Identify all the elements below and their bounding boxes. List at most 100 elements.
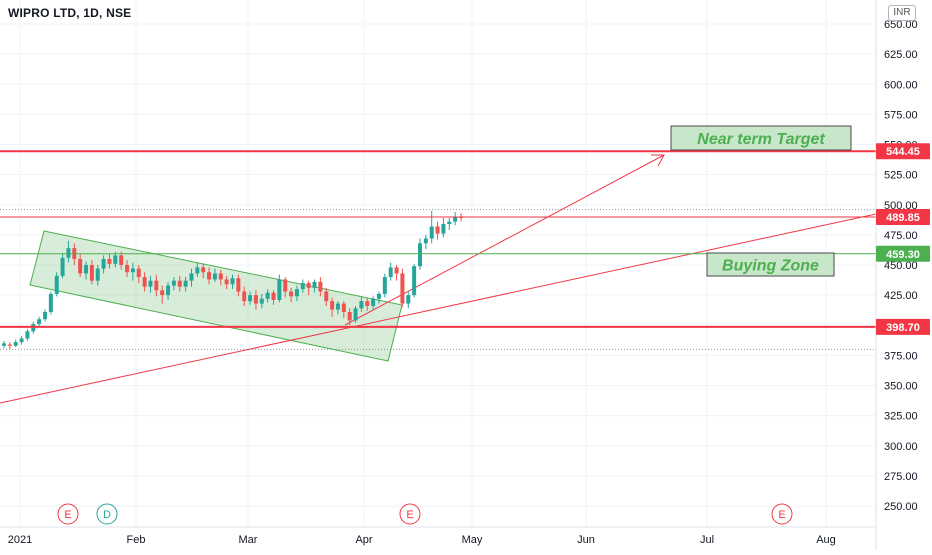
candle-body [89, 265, 94, 281]
candle-body [335, 303, 340, 310]
y-tick-label: 500.00 [884, 200, 918, 212]
candle-body [289, 291, 294, 297]
candle-body [353, 308, 358, 321]
candle-body [142, 277, 147, 287]
candle-body [400, 273, 405, 304]
event-marker [57, 503, 79, 525]
y-tick-label: 300.00 [884, 441, 918, 453]
candle-body [154, 280, 159, 291]
candle-body [212, 273, 217, 280]
x-tick-label: Jul [700, 534, 714, 546]
candle-body [113, 255, 118, 264]
buying-zone-label: Buying Zone [722, 258, 819, 275]
last-price-price-label: 489.85 [886, 212, 920, 224]
event-marker [96, 503, 118, 525]
candle-body [60, 257, 65, 276]
y-tick-label: 625.00 [884, 49, 918, 61]
candle-body [78, 258, 83, 274]
x-tick-label: Feb [127, 534, 146, 546]
candle-body [359, 301, 364, 309]
near-term-target-label: Near term Target [697, 131, 825, 148]
candle-body [312, 281, 317, 288]
candle-body [107, 258, 112, 264]
candle-body [230, 278, 235, 285]
y-tick-label: 350.00 [884, 381, 918, 393]
candle-body [148, 280, 153, 287]
candle-body [417, 243, 422, 267]
y-tick-label: 575.00 [884, 109, 918, 121]
candle-body [388, 267, 393, 278]
candle-body [189, 273, 194, 281]
candle-body [7, 344, 12, 346]
candle-body [160, 290, 165, 296]
candle-body [259, 298, 264, 304]
candle-body [447, 221, 452, 225]
candle-body [183, 280, 188, 287]
event-marker-label: E [778, 509, 785, 521]
candle-body [171, 280, 176, 286]
event-marker-label: D [103, 509, 111, 521]
candle-body [394, 267, 399, 274]
candle-body [43, 311, 48, 320]
candle-body [429, 226, 434, 239]
trend-line [0, 213, 877, 404]
candle-body [371, 298, 376, 306]
y-tick-label: 450.00 [884, 260, 918, 272]
near-term-target-price-label: 544.45 [886, 146, 920, 158]
channel-shape [29, 230, 403, 362]
candle-body [130, 268, 135, 273]
candle-body [177, 280, 182, 287]
candle-body [101, 258, 106, 269]
target-arrow-head [651, 154, 665, 167]
event-marker-label: E [406, 509, 413, 521]
candle-body [125, 265, 130, 273]
candle-body [37, 319, 42, 325]
candle-body [406, 295, 411, 304]
near-term-target-price-box [876, 143, 930, 160]
candle-body [253, 295, 258, 304]
annotations: Near term Target Buying Zone [670, 125, 852, 277]
candle-body [242, 291, 247, 302]
candle-body [423, 238, 428, 244]
candle-body [376, 293, 381, 299]
dotted-levels [0, 209, 876, 350]
price-axis-bg [876, 0, 932, 550]
time-axis[interactable]: 2021 Feb Mar Apr May Jun Jul Aug [0, 526, 876, 546]
y-tick-label: 475.00 [884, 230, 918, 242]
y-tick-label: 600.00 [884, 79, 918, 91]
y-tick-label: 425.00 [884, 290, 918, 302]
candle-body [441, 224, 446, 234]
support-price-box [876, 318, 930, 335]
candle-body [166, 285, 171, 296]
candle-body [347, 311, 352, 321]
candle-body [218, 273, 223, 280]
candle-body [136, 268, 141, 278]
last-price-price-box [876, 208, 930, 225]
candle-body [324, 291, 329, 302]
candles [2, 210, 463, 350]
price-axis[interactable]: 250.00275.00300.00325.00350.00375.00400.… [875, 0, 932, 550]
candle-body [224, 279, 229, 285]
candle-body [365, 301, 370, 306]
candle-body [294, 289, 299, 297]
buying-zone-price-box [876, 245, 930, 262]
drawings [0, 154, 877, 404]
chart-title: WIPRO LTD, 1D, NSE [8, 6, 132, 20]
candle-body [318, 281, 323, 292]
buying-zone-price-label: 459.30 [886, 249, 920, 261]
candle-body [201, 267, 206, 273]
currency-badge[interactable]: INR [888, 5, 916, 21]
candle-body [453, 216, 458, 222]
candle-body [119, 255, 124, 265]
x-tick-label: Apr [355, 534, 372, 546]
y-tick-label: 250.00 [884, 501, 918, 513]
y-tick-label: 275.00 [884, 471, 918, 483]
candle-body [13, 342, 18, 346]
candle-body [306, 283, 311, 288]
event-marker-label: E [64, 509, 71, 521]
x-tick-label: Aug [816, 534, 836, 546]
candle-body [277, 279, 282, 300]
